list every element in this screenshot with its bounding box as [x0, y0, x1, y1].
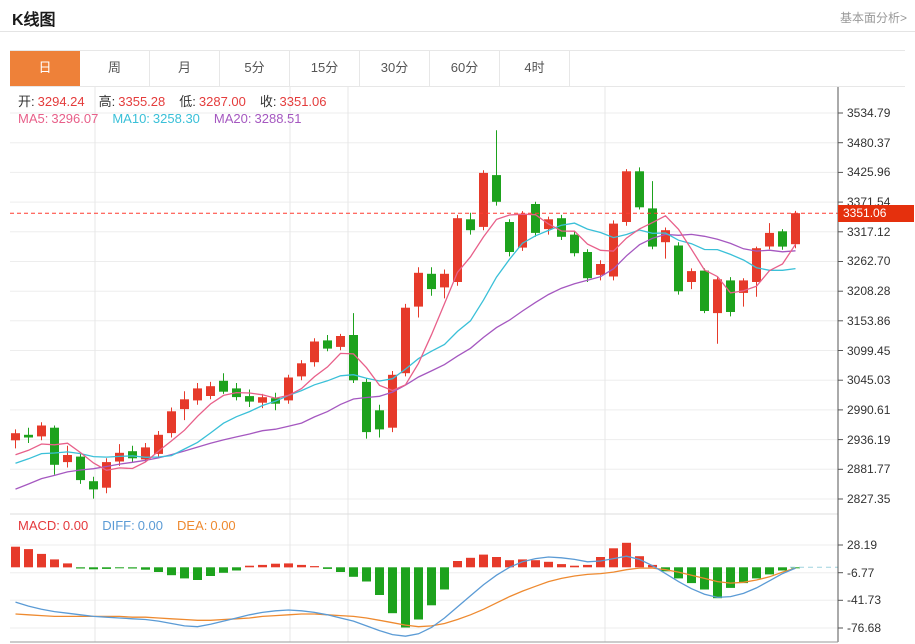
y-axis-label: 3208.28	[847, 284, 891, 298]
ma-info: MA5: 3296.07 MA10: 3258.30 MA20: 3288.51	[18, 111, 316, 126]
y-axis-label: 2990.61	[847, 403, 891, 417]
tab-日[interactable]: 日	[10, 51, 80, 86]
y-axis-label: 3425.96	[847, 165, 891, 179]
macd-row-diff: DIFF: 0.00	[102, 518, 164, 533]
y-axis-label: 2827.35	[847, 492, 891, 506]
tab-60分[interactable]: 60分	[430, 51, 500, 86]
ohlc-info: 开: 3294.24 高: 3355.28 低: 3287.00 收: 3351.06	[18, 91, 341, 110]
fundamental-analysis-link[interactable]: 基本面分析>	[839, 11, 907, 25]
y-axis-label: 3153.86	[847, 314, 891, 328]
tab-4时[interactable]: 4时	[500, 51, 570, 86]
macd-row-dea: DEA: 0.00	[177, 518, 236, 533]
timeframe-tabs: 日周月 5分 15分 30分 60分 4时	[10, 50, 905, 87]
ohlc-row-open: 开: 3294.24	[18, 94, 85, 109]
tab-周[interactable]: 周	[80, 51, 150, 86]
macd-info: MACD: 0.00 DIFF: 0.00 DEA: 0.00	[18, 518, 250, 533]
ohlc-row-low: 低: 3287.00	[179, 94, 246, 109]
y-axis-label: 3099.45	[847, 344, 891, 358]
header-divider	[0, 31, 915, 32]
y-axis-label: 3534.79	[847, 106, 891, 120]
y-axis-label: -6.77	[847, 566, 875, 580]
tab-30分[interactable]: 30分	[360, 51, 430, 86]
y-axis-label: 2881.77	[847, 462, 891, 476]
y-axis-label: 3480.37	[847, 136, 891, 150]
y-axis-label: -76.68	[847, 621, 882, 635]
tab-5分[interactable]: 5分	[220, 51, 290, 86]
y-axis-label: 3317.12	[847, 225, 891, 239]
y-axis-label: 3045.03	[847, 373, 891, 387]
tab-月[interactable]: 月	[150, 51, 220, 86]
ma-row-ma20: MA20: 3288.51	[213, 111, 302, 126]
page-title: K线图	[12, 12, 56, 29]
tab-15分[interactable]: 15分	[290, 51, 360, 86]
ma-row-ma10: MA10: 3258.30	[112, 111, 200, 126]
y-axis-label: -41.73	[847, 593, 882, 607]
y-axis-label: 28.19	[847, 538, 878, 552]
y-axis-label: 2936.19	[847, 433, 891, 447]
ma-row-ma5: MA5: 3296.07	[18, 111, 99, 126]
current-price-tag: 3351.06	[838, 205, 914, 222]
y-axis-label: 3262.70	[847, 254, 891, 268]
macd-row-macd: MACD: 0.00	[18, 518, 89, 533]
ohlc-row-high: 高: 3355.28	[98, 94, 166, 109]
ohlc-row-close: 收: 3351.06	[259, 94, 327, 109]
